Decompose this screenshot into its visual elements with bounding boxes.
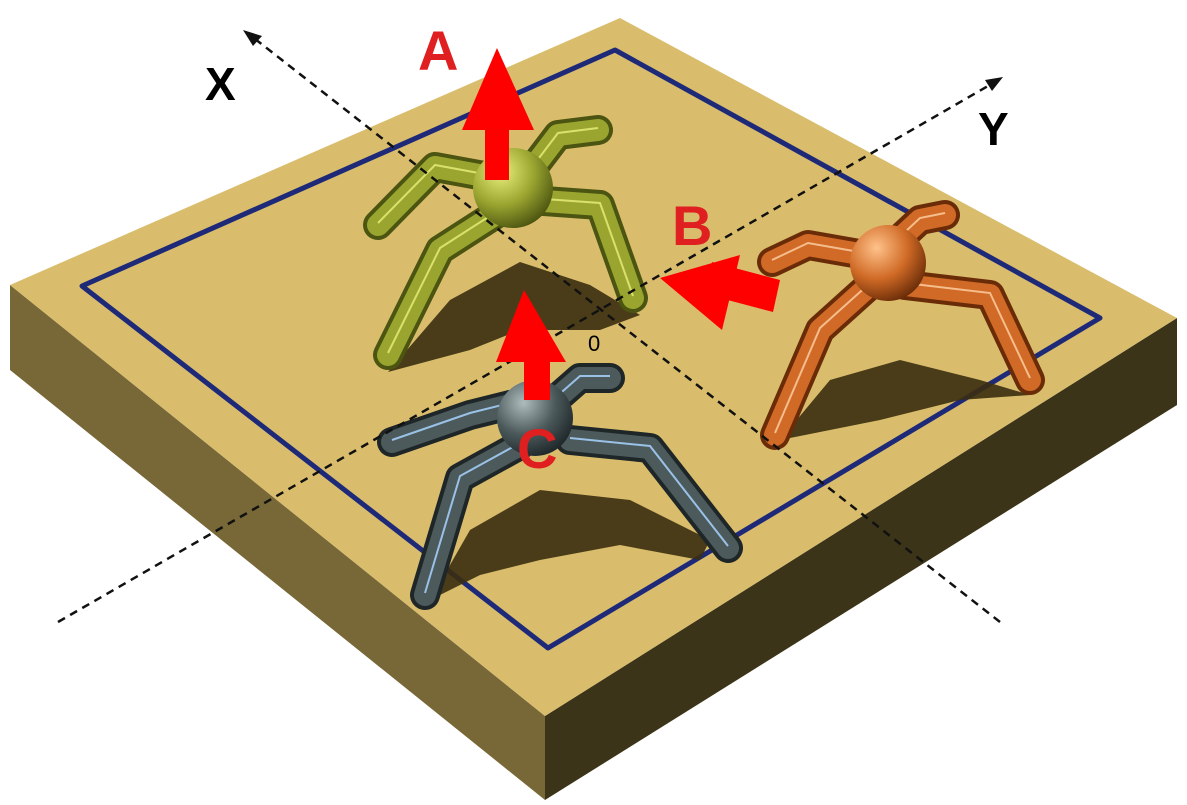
agent-c-label: C xyxy=(517,417,557,480)
y-axis-label: Y xyxy=(978,103,1009,155)
agent-b-robot xyxy=(757,200,1045,450)
x-axis-label: X xyxy=(205,58,236,110)
x-axis-arrowhead xyxy=(243,30,262,46)
x-axis-line xyxy=(249,34,1001,623)
origin-label: 0 xyxy=(588,331,600,356)
agent-c-robot xyxy=(377,363,743,610)
y-axis-arrowhead xyxy=(985,77,1003,91)
arrow-icon-c xyxy=(496,290,566,400)
arrow-icon-a xyxy=(462,48,534,180)
axes xyxy=(57,34,1001,624)
platform-left-side xyxy=(10,285,545,800)
agent-b-body xyxy=(850,225,926,301)
arrow-icon-b xyxy=(660,255,780,330)
arena-boundary xyxy=(79,47,1103,651)
agent-b-label: B xyxy=(672,194,712,257)
platform-front-side xyxy=(545,318,1177,800)
y-axis-line xyxy=(57,80,996,624)
agent-c-body xyxy=(497,380,573,456)
agent-a-label: A xyxy=(418,19,458,82)
agent-a-robot xyxy=(363,115,648,370)
